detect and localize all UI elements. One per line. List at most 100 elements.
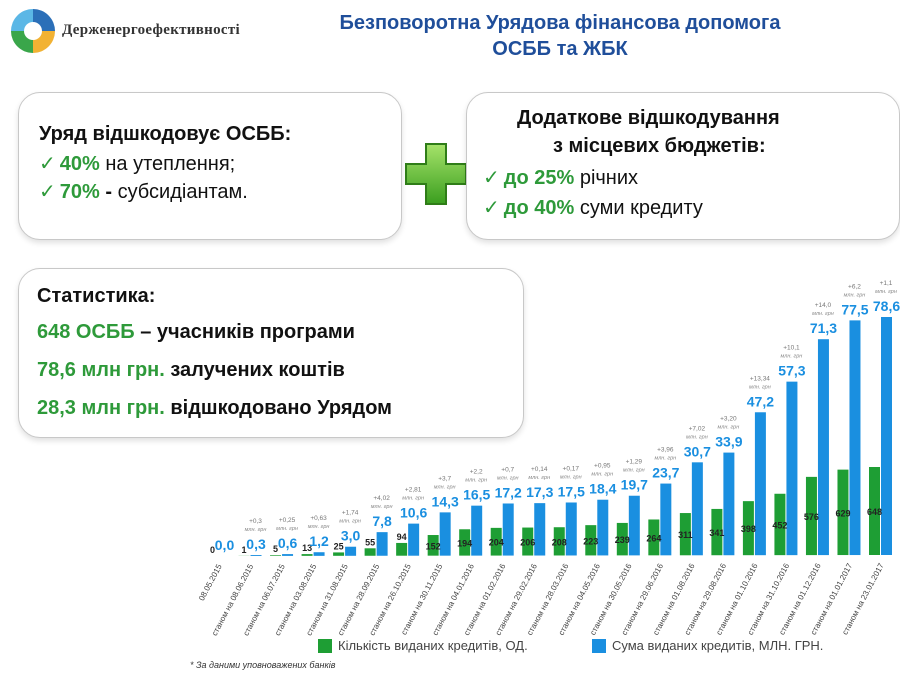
label-increment-17: +13,34 xyxy=(750,375,770,382)
checkmark-icon: ✓ xyxy=(39,153,56,175)
bar-sum-20 xyxy=(849,320,861,556)
local-heading-1: Додаткове відшкодування xyxy=(517,107,780,129)
label-increment-18: +10,1 xyxy=(783,345,800,352)
bar-sum-5 xyxy=(376,532,388,556)
title-line-2: ОСББ та ЖБК xyxy=(492,38,628,60)
gov-item-2-text: субсидіантам. xyxy=(117,181,248,203)
stats-line-2-value: 78,6 млн грн. xyxy=(37,359,165,381)
bar-sum-7 xyxy=(439,512,451,556)
label-count-21: 648 xyxy=(867,507,882,517)
gov-item-2-dash: - xyxy=(99,181,118,203)
label-increment-unit-21: млн. грн xyxy=(875,289,897,295)
label-increment-unit-9: млн. грн xyxy=(497,475,519,481)
label-increment-unit-12: млн. грн xyxy=(591,472,613,478)
label-sum-12: 18,4 xyxy=(589,481,616,497)
statistics-box: Статистика: 648 ОСББ – учасників програм… xyxy=(18,268,524,438)
label-increment-unit-13: млн. грн xyxy=(623,468,645,474)
bar-count-19 xyxy=(805,476,817,556)
bar-count-5 xyxy=(364,548,376,556)
bar-count-8 xyxy=(459,529,471,556)
label-increment-unit-4: млн. грн xyxy=(339,519,361,525)
gov-heading: Уряд відшкодовує ОСББ: xyxy=(39,123,292,145)
title-line-1: Безповоротна Урядова фінансова допомога xyxy=(339,12,781,34)
label-increment-19: +14,0 xyxy=(815,302,832,309)
bar-sum-6 xyxy=(408,523,420,556)
label-increment-unit-19: млн. грн xyxy=(812,311,834,317)
label-increment-12: +0,95 xyxy=(594,463,611,470)
label-increment-unit-5: млн. грн xyxy=(371,504,393,510)
bar-sum-15 xyxy=(691,462,703,556)
label-increment-unit-15: млн. грн xyxy=(686,434,708,440)
plus-icon xyxy=(405,143,467,205)
label-sum-21: 78,6 xyxy=(873,298,900,314)
label-increment-10: +0,14 xyxy=(531,466,548,473)
label-sum-18: 57,3 xyxy=(778,363,805,379)
footnote: * За даними уповноважених банків xyxy=(190,660,336,670)
local-item-1-text: річних xyxy=(574,167,639,189)
bar-sum-10 xyxy=(534,503,546,556)
bar-sum-2 xyxy=(282,554,294,556)
label-count-10: 206 xyxy=(520,538,535,548)
gov-item-1: ✓ 40% на утеплення; xyxy=(39,151,235,176)
gov-item-2: ✓ 70% - субсидіантам. xyxy=(39,179,248,204)
label-count-6: 94 xyxy=(397,532,407,542)
label-sum-15: 30,7 xyxy=(684,443,711,459)
local-item-1-value: до 25% xyxy=(503,167,575,189)
label-sum-20: 77,5 xyxy=(841,301,868,317)
label-increment-unit-18: млн. грн xyxy=(781,354,803,360)
bar-count-3 xyxy=(301,554,313,556)
bar-sum-9 xyxy=(502,503,514,556)
label-increment-unit-2: млн. грн xyxy=(276,526,298,532)
label-increment-unit-11: млн. грн xyxy=(560,474,582,480)
label-increment-3: +0,63 xyxy=(310,515,327,522)
label-sum-14: 23,7 xyxy=(652,465,679,481)
bar-sum-14 xyxy=(660,483,672,556)
label-sum-10: 17,3 xyxy=(526,484,553,500)
label-count-7: 152 xyxy=(426,541,441,551)
label-sum-19: 71,3 xyxy=(810,320,837,336)
bar-count-13 xyxy=(616,522,628,556)
label-sum-6: 10,6 xyxy=(400,505,427,521)
label-increment-unit-16: млн. грн xyxy=(717,425,739,431)
label-sum-1: 0,3 xyxy=(246,536,266,552)
label-sum-8: 16,5 xyxy=(463,487,490,503)
label-increment-13: +1,29 xyxy=(626,459,643,466)
label-increment-unit-10: млн. грн xyxy=(528,475,550,481)
label-sum-7: 14,3 xyxy=(432,493,459,509)
label-count-14: 264 xyxy=(646,533,661,543)
bar-sum-21 xyxy=(881,317,892,555)
label-increment-9: +0,7 xyxy=(501,466,514,473)
legend-label-count: Кількість виданих кредитів, ОД. xyxy=(338,638,528,653)
local-budget-box: Додаткове відшкодування з місцевих бюдже… xyxy=(466,92,900,240)
stats-heading: Статистика: xyxy=(37,285,156,307)
gov-item-1-value: 40% xyxy=(59,153,100,175)
gov-item-2-value: 70% xyxy=(59,181,100,203)
bar-sum-12 xyxy=(597,499,609,556)
label-count-15: 311 xyxy=(678,530,693,540)
label-increment-14: +3,96 xyxy=(657,447,674,454)
label-count-5: 55 xyxy=(365,537,375,547)
bar-sum-13 xyxy=(628,495,640,556)
label-increment-unit-17: млн. грн xyxy=(749,384,771,390)
stats-line-2: 78,6 млн грн. залучених коштів xyxy=(37,359,345,382)
label-count-16: 341 xyxy=(709,528,724,538)
label-count-9: 204 xyxy=(489,538,504,548)
label-sum-11: 17,5 xyxy=(558,483,585,499)
bar-sum-3 xyxy=(313,552,325,556)
label-increment-7: +3,7 xyxy=(438,475,451,482)
bar-count-20 xyxy=(837,469,849,556)
bar-sum-16 xyxy=(723,452,735,556)
label-increment-16: +3,20 xyxy=(720,416,737,423)
bar-sum-8 xyxy=(471,505,483,556)
label-sum-13: 19,7 xyxy=(621,477,648,493)
bar-count-14 xyxy=(648,519,660,556)
label-count-0: 0 xyxy=(210,545,215,555)
local-item-2: ✓ до 40% суми кредиту xyxy=(483,195,703,220)
bar-sum-17 xyxy=(754,412,766,556)
label-count-3: 13 xyxy=(302,543,312,553)
logo-icon xyxy=(11,9,55,53)
stats-line-1-text: – учасників програми xyxy=(134,321,355,343)
label-sum-0: 0,0 xyxy=(215,537,235,553)
label-increment-4: +1,74 xyxy=(342,510,359,517)
label-increment-11: +0,17 xyxy=(563,465,580,472)
